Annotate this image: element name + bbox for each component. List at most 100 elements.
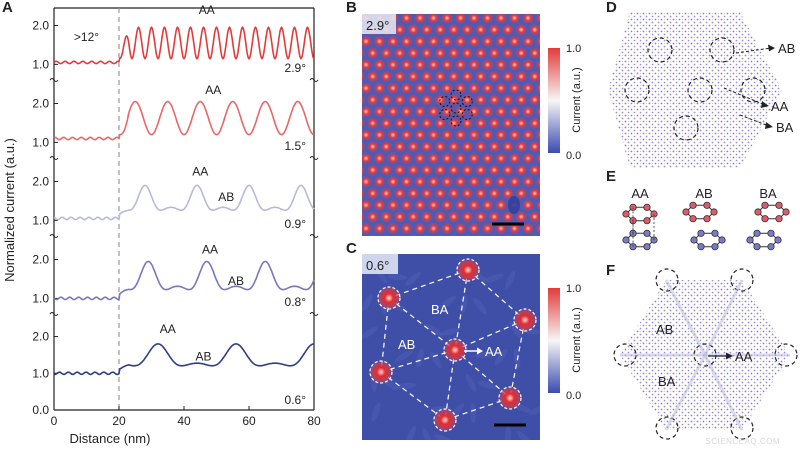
moire-spot (434, 187, 447, 200)
moire-spot (481, 128, 494, 141)
dashed-circle (730, 416, 754, 440)
x-tick-label: 80 (307, 414, 321, 428)
moire-spot (408, 234, 418, 236)
moire-spot (447, 210, 460, 223)
y-tick-label: 1.0 (32, 366, 49, 380)
moire-spot (362, 152, 372, 165)
panel-label-c: C (346, 240, 357, 257)
axis-break-left (49, 312, 59, 316)
stacking-label-aa: AA (202, 243, 218, 257)
moire-spot (387, 199, 399, 212)
moire-spot (414, 105, 426, 118)
arrow-c-aa-head (477, 347, 483, 355)
moire-spot (420, 47, 433, 60)
texture-streak (405, 425, 417, 440)
moire-spot (414, 175, 426, 188)
colorbar-b (548, 48, 560, 153)
moire-spot (501, 187, 514, 200)
moire-spot (393, 210, 406, 223)
moire-spot (542, 187, 554, 199)
moire-spot (509, 0, 521, 1)
moire-spot (501, 70, 514, 83)
moire-spot (454, 175, 467, 188)
moire-spot (481, 222, 494, 235)
watermark: SCIENCEAQ.COM (705, 437, 780, 446)
moire-spot (468, 35, 480, 48)
pointer-d-ba (739, 114, 770, 127)
moire-spot (474, 70, 487, 83)
moire-spot (362, 128, 372, 141)
texture-streak (371, 402, 381, 422)
moire-spot (502, 0, 514, 12)
dashed-circle (377, 286, 401, 310)
moire-spot (495, 199, 507, 212)
ba-top-atom (761, 215, 769, 223)
moire-spot (414, 199, 426, 212)
moire-spot (414, 152, 426, 165)
moire-spot (447, 187, 460, 200)
ba-top-atom (754, 208, 762, 216)
moire-spot (535, 222, 540, 235)
texture-streak (422, 427, 432, 440)
dashed-circle (456, 258, 480, 282)
moire-spot (454, 105, 467, 118)
dashed-circle (774, 343, 798, 367)
panel-label-e: E (606, 168, 617, 185)
stacking-label-f-ba: BA (658, 374, 676, 389)
moire-spot (387, 0, 399, 1)
aa-top-atom (622, 210, 630, 218)
moire-spot (508, 82, 521, 95)
moire-spot (569, 234, 581, 246)
moire-spot (461, 117, 474, 130)
angle-label-1: 1.5° (285, 139, 307, 153)
moire-spot (447, 117, 460, 130)
moire-spot (481, 14, 494, 24)
moire-spot (501, 163, 514, 176)
moire-spot (420, 187, 433, 200)
moire-spot (340, 187, 352, 199)
moire-spot (420, 163, 433, 176)
moire-spot (462, 234, 472, 236)
axis-break-left (49, 234, 59, 238)
moire-spot (347, 35, 359, 47)
moire-spot (495, 0, 507, 1)
panel-label-b: B (346, 0, 357, 16)
moire-spot (522, 222, 534, 235)
moire-spot (563, 0, 575, 1)
moire-spot (515, 140, 528, 153)
moire-spot (474, 117, 487, 130)
moire-spot (549, 35, 561, 47)
moire-spot (367, 0, 379, 12)
moire-spot (488, 210, 501, 223)
moire-spot (380, 210, 393, 223)
panel-a-curves (53, 26, 315, 376)
moire-spot (407, 93, 420, 106)
ba-bottom-atom (767, 229, 775, 237)
colorbar-c-min: 0.0 (566, 390, 581, 402)
axis-break-right (309, 156, 319, 160)
stacking-label-aa: AA (192, 165, 208, 179)
moire-spot (387, 175, 399, 188)
moire-spot (340, 24, 352, 36)
moire-spot (522, 128, 534, 141)
moire-spot (515, 93, 528, 106)
moire-spot (420, 117, 433, 130)
moire-spot (563, 176, 575, 188)
series-line-4 (53, 343, 314, 376)
stacking-title-e-aa: AA (631, 186, 649, 201)
moire-spot (362, 94, 366, 106)
texture-streak (430, 351, 442, 369)
x-tick-label: 0 (51, 414, 58, 428)
moire-spot (556, 24, 568, 36)
moire-spot (488, 140, 501, 153)
stacking-title-e-ab: AB (695, 186, 712, 201)
moire-spot (435, 234, 445, 236)
moire-spot (481, 199, 494, 212)
moire-spot (362, 188, 366, 199)
stacking-title-e-ba: BA (759, 186, 777, 201)
moire-spot (535, 35, 540, 48)
moire-spot (333, 129, 345, 141)
moire-spot (347, 222, 359, 234)
moire-spot (407, 23, 420, 36)
moire-spot (495, 35, 507, 48)
